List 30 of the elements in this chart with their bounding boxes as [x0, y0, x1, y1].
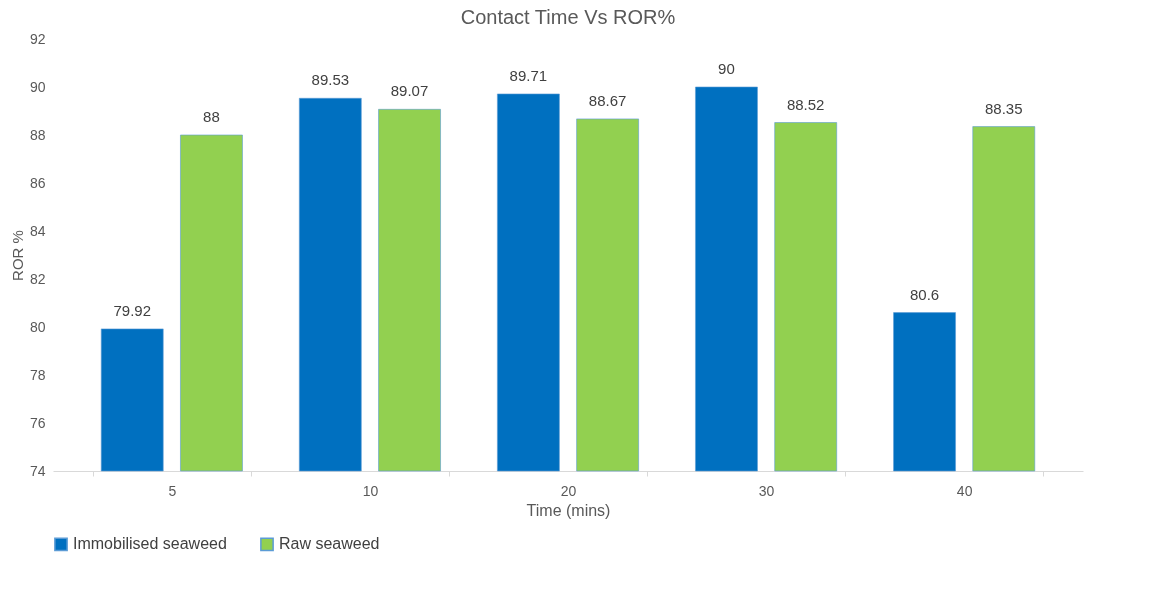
data-label: 88.67	[588, 91, 627, 109]
data-label: 89.71	[509, 66, 548, 84]
y-tick-label: 90	[29, 78, 46, 95]
x-tick-label: 30	[758, 482, 775, 499]
legend-label: Raw seaweed	[279, 535, 380, 553]
data-label: 88	[203, 108, 220, 125]
y-tick-label: 88	[29, 126, 46, 143]
data-label: 79.92	[113, 301, 151, 319]
x-tick-label: 10	[362, 482, 379, 499]
data-label: 90	[718, 60, 735, 77]
x-axis-title: Time (mins)	[526, 501, 611, 519]
data-label: 89.53	[311, 71, 350, 89]
x-tick-label: 5	[168, 482, 177, 499]
y-tick-label: 76	[29, 414, 46, 431]
y-tick-label: 92	[29, 30, 46, 47]
y-axis-title: ROR %	[8, 230, 26, 281]
legend-label: Immobilised seaweed	[73, 535, 227, 553]
chart-title: Contact Time Vs ROR%	[460, 6, 676, 28]
data-label: 88.52	[786, 95, 825, 113]
y-tick-label: 82	[29, 270, 46, 287]
y-tick-label: 86	[29, 174, 46, 191]
data-label: 88.35	[985, 99, 1023, 117]
y-tick-label: 78	[29, 366, 46, 383]
x-tick-label: 40	[956, 482, 973, 499]
y-tick-label: 84	[29, 222, 46, 239]
y-tick-label: 80	[29, 318, 46, 335]
y-tick-label: 74	[29, 462, 46, 479]
data-label: 80.6	[909, 285, 940, 303]
data-label: 89.07	[390, 82, 429, 100]
x-tick-label: 20	[560, 482, 577, 499]
